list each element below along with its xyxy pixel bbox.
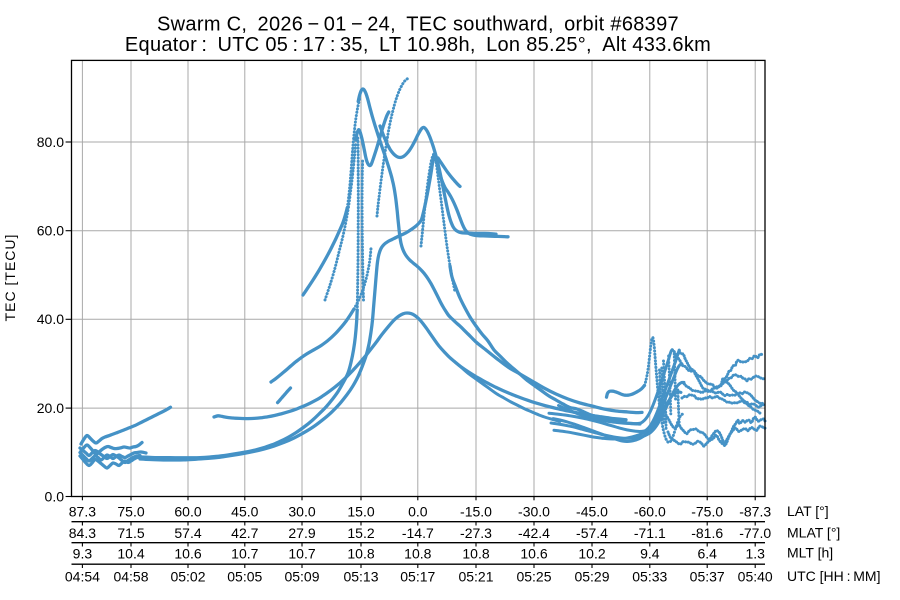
svg-text:15.0: 15.0 (347, 504, 374, 520)
svg-text:05:02: 05:02 (170, 569, 205, 585)
svg-text:9.4: 9.4 (640, 545, 660, 561)
svg-text:-45.0: -45.0 (576, 504, 608, 520)
svg-text:05:13: 05:13 (343, 569, 378, 585)
svg-text:10.8: 10.8 (347, 545, 374, 561)
svg-text:-15.0: -15.0 (460, 504, 492, 520)
svg-text:-30.0: -30.0 (518, 504, 550, 520)
svg-text:87.3: 87.3 (69, 504, 96, 520)
svg-text:0.0: 0.0 (45, 489, 65, 505)
svg-text:TEC [TECU]: TEC [TECU] (2, 234, 18, 322)
svg-text:-81.6: -81.6 (691, 525, 723, 541)
svg-text:MLT [h]: MLT [h] (787, 545, 833, 561)
svg-text:LAT [°]: LAT [°] (787, 503, 829, 519)
svg-text:05:25: 05:25 (516, 569, 551, 585)
svg-text:Equator : UTC 05 : 17 : 35, LT: Equator : UTC 05 : 17 : 35, LT 10.98h, L… (125, 34, 711, 56)
svg-text:1.3: 1.3 (745, 545, 765, 561)
svg-text:27.9: 27.9 (288, 525, 315, 541)
svg-text:-42.4: -42.4 (518, 525, 550, 541)
svg-text:05:33: 05:33 (632, 569, 667, 585)
svg-text:-14.7: -14.7 (402, 525, 434, 541)
svg-text:10.6: 10.6 (520, 545, 547, 561)
svg-text:-75.0: -75.0 (691, 504, 723, 520)
svg-text:10.4: 10.4 (117, 545, 144, 561)
svg-text:05:17: 05:17 (400, 569, 435, 585)
svg-text:05:40: 05:40 (738, 569, 773, 585)
svg-text:10.8: 10.8 (404, 545, 431, 561)
svg-text:10.7: 10.7 (288, 545, 315, 561)
svg-text:6.4: 6.4 (697, 545, 717, 561)
svg-text:-87.3: -87.3 (739, 504, 771, 520)
svg-text:60.0: 60.0 (37, 223, 64, 239)
svg-text:10.8: 10.8 (462, 545, 489, 561)
svg-text:04:54: 04:54 (65, 569, 100, 585)
svg-text:Swarm C, 2026 − 01 − 24, TEC s: Swarm C, 2026 − 01 − 24, TEC southward, … (157, 14, 679, 36)
svg-text:UTC [HH : MM]: UTC [HH : MM] (787, 568, 880, 584)
svg-text:MLAT [°]: MLAT [°] (787, 525, 840, 541)
svg-text:05:05: 05:05 (227, 569, 262, 585)
svg-text:15.2: 15.2 (347, 525, 374, 541)
svg-text:-71.1: -71.1 (634, 525, 666, 541)
svg-text:0.0: 0.0 (408, 504, 428, 520)
svg-text:71.5: 71.5 (117, 525, 144, 541)
svg-text:40.0: 40.0 (37, 311, 64, 327)
svg-text:45.0: 45.0 (231, 504, 258, 520)
svg-text:80.0: 80.0 (37, 134, 64, 150)
svg-text:60.0: 60.0 (174, 504, 201, 520)
svg-text:05:09: 05:09 (284, 569, 319, 585)
svg-text:30.0: 30.0 (288, 504, 315, 520)
svg-text:-57.4: -57.4 (576, 525, 608, 541)
svg-text:42.7: 42.7 (231, 525, 258, 541)
svg-text:05:21: 05:21 (458, 569, 493, 585)
svg-text:10.2: 10.2 (578, 545, 605, 561)
svg-text:05:37: 05:37 (690, 569, 725, 585)
svg-text:84.3: 84.3 (69, 525, 96, 541)
svg-text:10.7: 10.7 (231, 545, 258, 561)
svg-text:-77.0: -77.0 (739, 525, 771, 541)
svg-text:10.6: 10.6 (174, 545, 201, 561)
svg-text:05:29: 05:29 (574, 569, 609, 585)
svg-text:20.0: 20.0 (37, 400, 64, 416)
svg-text:9.3: 9.3 (73, 545, 93, 561)
svg-text:-60.0: -60.0 (634, 504, 666, 520)
svg-text:57.4: 57.4 (174, 525, 201, 541)
svg-text:04:58: 04:58 (113, 569, 148, 585)
svg-text:75.0: 75.0 (117, 504, 144, 520)
svg-text:-27.3: -27.3 (460, 525, 492, 541)
